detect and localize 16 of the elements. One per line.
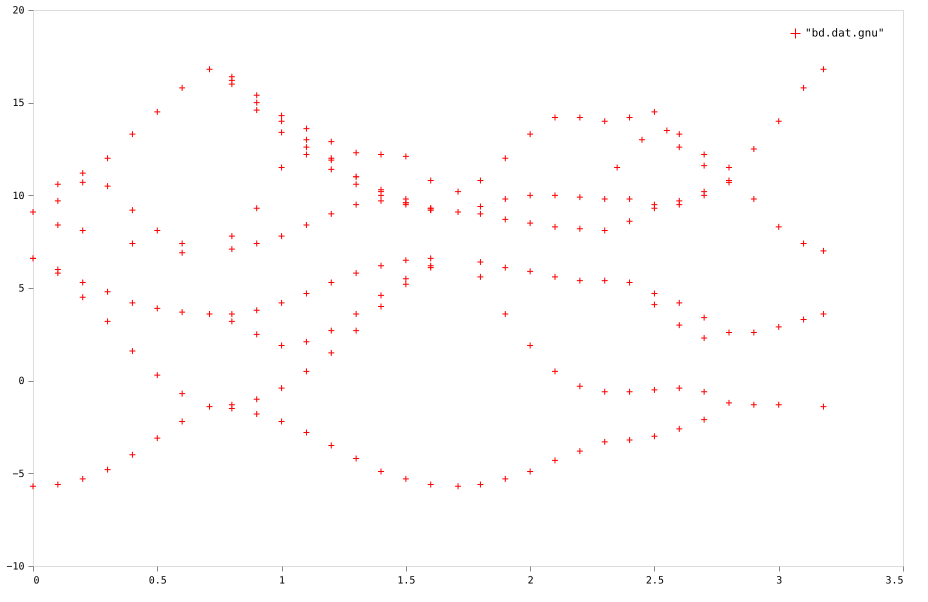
x-tick-label: 3.5 xyxy=(885,576,904,586)
y-tick-label: 20 xyxy=(12,6,24,16)
legend-label: "bd.dat.gnu" xyxy=(805,26,884,40)
y-tick-label: −10 xyxy=(6,562,24,572)
x-tick-label: 3 xyxy=(776,576,782,586)
y-tick-label: 10 xyxy=(12,190,24,202)
x-tick-label: 0 xyxy=(34,576,40,586)
x-tick-label: 1 xyxy=(279,576,286,586)
x-tick-label: 0.5 xyxy=(148,576,167,586)
y-tick-label: −5 xyxy=(12,468,24,480)
y-tick-label: 5 xyxy=(18,284,24,294)
x-tick-label: 2 xyxy=(528,576,534,586)
y-tick-label: 0 xyxy=(18,376,24,388)
x-tick-label: 1.5 xyxy=(397,576,416,586)
y-tick-label: 15 xyxy=(12,98,24,110)
x-tick-label: 2.5 xyxy=(646,576,664,586)
